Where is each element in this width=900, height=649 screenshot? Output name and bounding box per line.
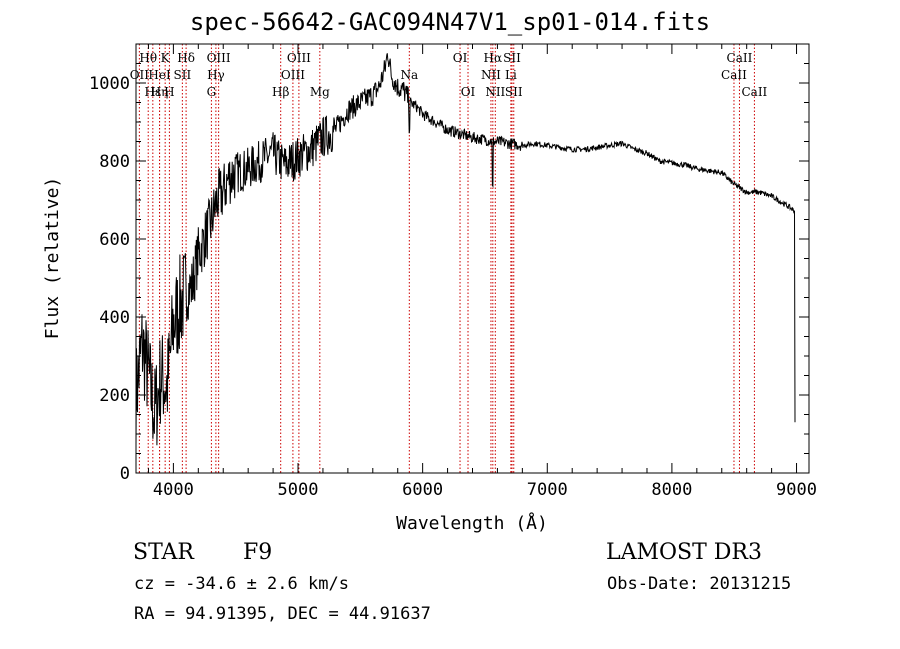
spectral-line-markers [138,44,755,473]
spectral-line-label: OI [461,85,476,99]
spectral-line-label: OIII [287,51,311,65]
spectral-line-label: OIII [207,51,231,65]
y-tick-label: 0 [120,464,130,484]
x-tick-label: 5000 [278,480,319,500]
y-axis-label: Flux (relative) [42,177,63,340]
spectral-line-label: OIII [281,68,305,82]
x-tick-label: 4000 [153,480,194,500]
spectral-line-label: SII [505,85,523,99]
spectral-line-label: CaII [727,51,753,65]
x-tick-label: 7000 [527,480,568,500]
spectral-line-label: CaII [741,85,767,99]
spectral-line-label: SII [503,51,521,65]
spectral-line-label: NII [481,68,501,82]
y-tick-label: 800 [99,152,130,172]
spectral-line-label: CaII [721,68,747,82]
axis-ticks [136,43,809,474]
plot-frame [135,43,810,474]
spectral-line-label: Hβ [272,85,289,99]
spectral-line-label: Mg [310,85,330,99]
spectral-line-label: NII [485,85,505,99]
spectral-line-label: SII [174,68,192,82]
spectral-line-label: Hα [484,51,503,65]
object-subclass: F9 [243,540,273,565]
spectral-line-label: G [207,85,217,99]
x-tick-label: 6000 [402,480,443,500]
spectral-line-label: K [161,51,171,65]
spectral-line-label: H [164,85,174,99]
flux-series-line [135,53,796,446]
spectral-line-label: OII [130,68,150,82]
spectral-line-label: Hη [151,85,169,99]
x-tick-label: 8000 [651,480,692,500]
y-tick-label: 600 [99,230,130,250]
x-tick-label: 9000 [776,480,817,500]
spectral-line-label: Hγ [207,68,225,82]
spectral-line-label: Hδ [177,51,195,65]
obs-date: Obs-Date: 20131215 [607,574,792,594]
velocity-readout: cz = -34.6 ± 2.6 km/s [134,574,349,594]
x-axis-label: Wavelength (Å) [396,512,548,534]
coordinates: RA = 94.91395, DEC = 44.91637 [134,604,431,624]
spectral-line-label: OI [453,51,468,65]
y-tick-label: 400 [99,308,130,328]
object-class: STAR [133,540,194,565]
survey-name: LAMOST DR3 [606,540,762,565]
y-tick-label: 1000 [89,74,130,94]
y-tick-label: 200 [99,386,130,406]
spectral-line-label: Li [505,68,517,82]
axis-tick-labels: 4000 5000 6000 7000 8000 9000 0 200 400 600 800 100… [89,74,817,500]
spectral-line-label: Hε [144,85,161,99]
spectral-line-label: Na [400,68,418,82]
chart-title: spec-56642-GAC094N47V1_sp01-014.fits [189,8,711,36]
spectral-line-label: Hθ [139,51,157,65]
spectral-line-label: HeI [148,68,171,82]
